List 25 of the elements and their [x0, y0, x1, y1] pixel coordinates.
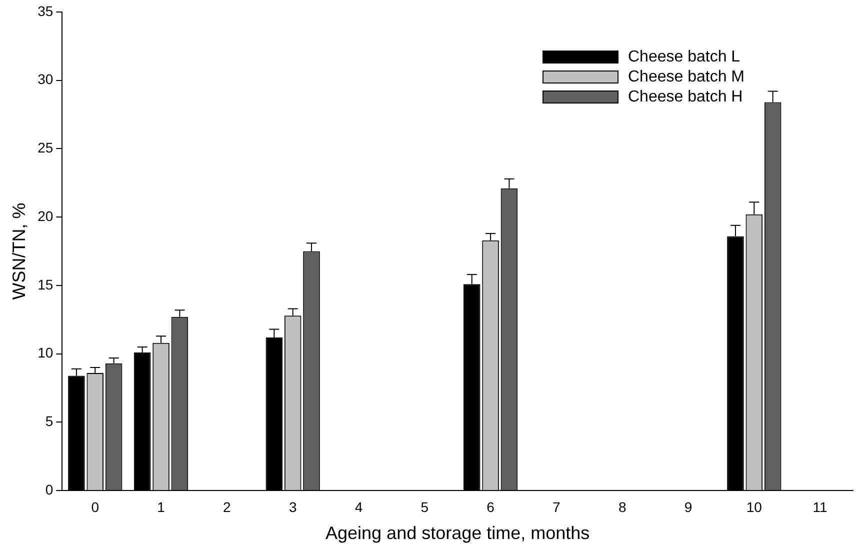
legend-label: Cheese batch H — [628, 88, 743, 106]
y-tick-label: 10 — [38, 344, 54, 361]
y-tick-label: 5 — [45, 413, 54, 430]
x-tick-label: 1 — [157, 498, 166, 515]
x-tick-label: 10 — [746, 498, 762, 515]
y-tick-label: 25 — [38, 140, 54, 156]
legend-label: Cheese batch M — [628, 68, 745, 86]
y-tick-label: 30 — [38, 71, 54, 88]
x-tick-label: 8 — [618, 498, 626, 515]
x-tick-label: 6 — [486, 498, 495, 515]
x-tick-label: 2 — [223, 498, 232, 515]
x-tick-label: 5 — [420, 498, 429, 515]
y-tick-label: 15 — [38, 276, 54, 292]
y-tick-label: 35 — [38, 2, 54, 19]
x-tick-label: 9 — [684, 498, 692, 515]
x-axis-title: Ageing and storage time, months — [326, 523, 590, 544]
y-tick-label: 20 — [38, 208, 54, 224]
x-tick-label: 3 — [288, 498, 297, 515]
y-axis-title: WSN/TN, % — [8, 202, 29, 300]
x-tick-label: 4 — [354, 498, 363, 515]
legend-label: Cheese batch L — [628, 48, 740, 66]
x-tick-label: 11 — [812, 498, 828, 515]
x-tick-label: 7 — [552, 498, 561, 515]
x-tick-label: 0 — [91, 498, 100, 515]
y-tick-label: 0 — [45, 481, 54, 498]
